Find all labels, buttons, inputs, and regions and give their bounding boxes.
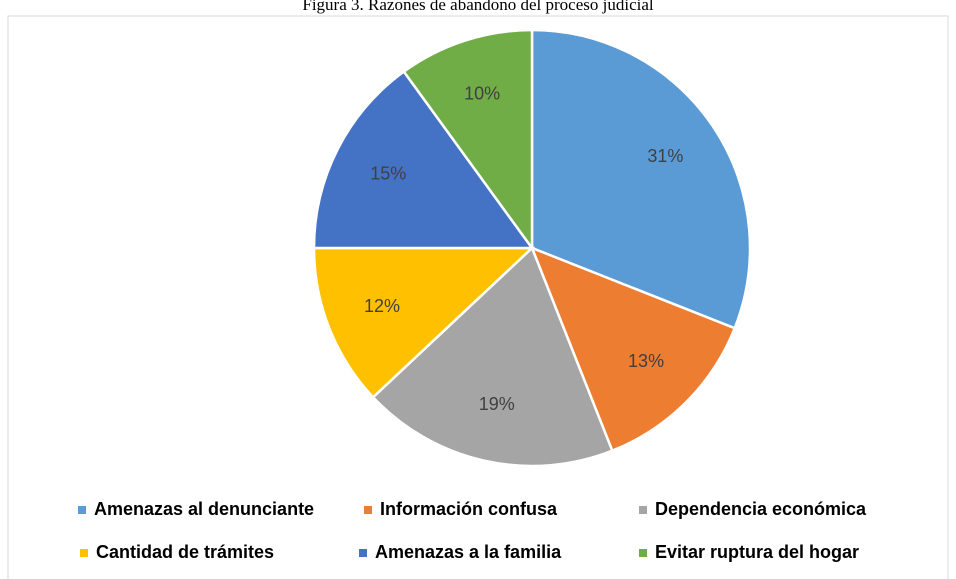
pie-slice [312, 69, 535, 250]
legend-marker [359, 549, 367, 557]
pie-slice [402, 28, 534, 252]
pie-slice [312, 246, 536, 399]
legend-marker [364, 506, 372, 514]
value-label: 19% [479, 394, 515, 414]
pie-slice [529, 245, 737, 453]
legend-marker [639, 549, 647, 557]
value-label: 10% [464, 83, 500, 103]
legend-label: Dependencia económica [655, 499, 867, 519]
pie-slice [530, 28, 752, 330]
legend-marker [78, 506, 86, 514]
legend-label: Información confusa [380, 499, 558, 519]
value-label: 12% [364, 296, 400, 316]
legend-label: Amenazas al denunciante [94, 499, 314, 519]
pie-slice [371, 245, 614, 468]
legend-label: Amenazas a la familia [375, 542, 562, 562]
value-label: 31% [647, 146, 683, 166]
chart-title: Figura 3. Razones de abandono del proces… [302, 0, 654, 14]
legend-marker [639, 506, 647, 514]
legend-label: Evitar ruptura del hogar [655, 542, 859, 562]
legend-marker [80, 549, 88, 557]
legend-label: Cantidad de trámites [96, 542, 274, 562]
value-label: 15% [370, 164, 406, 184]
value-label: 13% [628, 351, 664, 371]
